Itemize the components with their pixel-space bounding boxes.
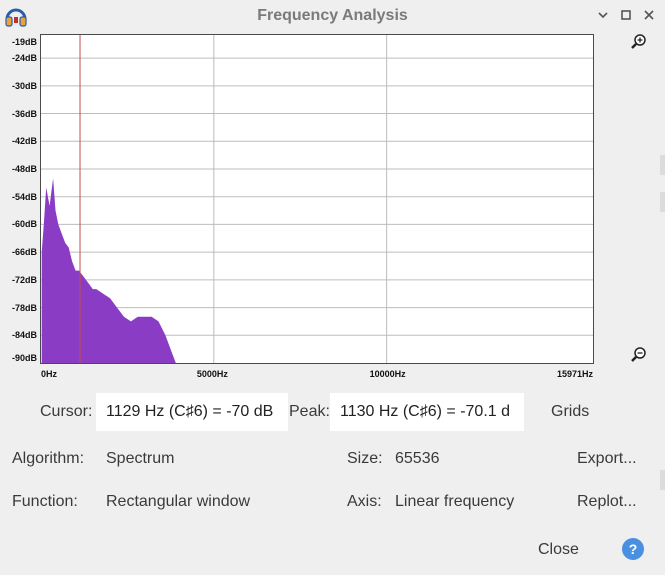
x-tick-label: 0Hz <box>41 369 58 379</box>
export-button[interactable]: Export... <box>577 450 637 467</box>
y-tick-label: -66dB <box>11 247 37 258</box>
size-select[interactable]: 65536 <box>395 450 440 467</box>
function-label: Function: <box>12 493 78 510</box>
y-tick-label: -60dB <box>11 219 37 230</box>
axis-select[interactable]: Linear frequency <box>395 493 515 510</box>
size-label: Size: <box>347 450 383 467</box>
window-edge <box>660 155 665 175</box>
y-tick-label: -19dB <box>11 37 37 47</box>
axis-label: Axis: <box>347 493 382 510</box>
window-edge <box>660 470 665 490</box>
function-select[interactable]: Rectangular window <box>106 493 251 510</box>
replot-button[interactable]: Replot... <box>577 493 637 510</box>
headphones-icon <box>4 5 28 27</box>
y-tick-label: -42dB <box>11 136 37 147</box>
grids-checkbox[interactable]: Grids <box>551 403 590 420</box>
y-tick-label: -48dB <box>11 163 37 174</box>
x-tick-label: 5000Hz <box>196 369 228 379</box>
y-tick-label: -84dB <box>11 330 37 341</box>
y-tick-label: -24dB <box>11 53 37 64</box>
spectrum-chart <box>41 35 593 363</box>
spectrum-plot[interactable] <box>40 34 594 364</box>
y-tick-label: -36dB <box>11 108 37 119</box>
peak-readout: 1130 Hz (C♯6) = -70.1 d <box>330 393 524 431</box>
algorithm-label: Algorithm: <box>12 450 85 467</box>
cursor-readout: 1129 Hz (C♯6) = -70 dB <box>96 393 288 431</box>
y-tick-label: -30dB <box>11 80 37 91</box>
window-edge <box>660 192 665 212</box>
algorithm-select[interactable]: Spectrum <box>106 450 175 467</box>
y-tick-label: -72dB <box>11 274 37 285</box>
y-tick-label: -90dB <box>11 353 37 363</box>
cursor-label: Cursor: <box>40 403 93 420</box>
spectrum-area <box>41 178 176 363</box>
close-icon[interactable] <box>642 8 656 22</box>
x-tick-label: 15971Hz <box>557 369 594 379</box>
window-title: Frequency Analysis <box>257 7 408 24</box>
help-icon[interactable]: ? <box>622 538 644 560</box>
y-tick-label: -78dB <box>11 302 37 313</box>
y-tick-label: -54dB <box>11 191 37 202</box>
minimize-icon[interactable] <box>596 8 610 22</box>
zoom-in-icon[interactable] <box>630 33 648 51</box>
peak-label: Peak: <box>289 403 330 420</box>
close-button[interactable]: Close <box>538 541 579 558</box>
maximize-icon[interactable] <box>619 8 633 22</box>
zoom-out-icon[interactable] <box>630 346 648 364</box>
title-bar: Frequency Analysis <box>0 0 665 32</box>
x-tick-label: 10000Hz <box>369 369 406 379</box>
